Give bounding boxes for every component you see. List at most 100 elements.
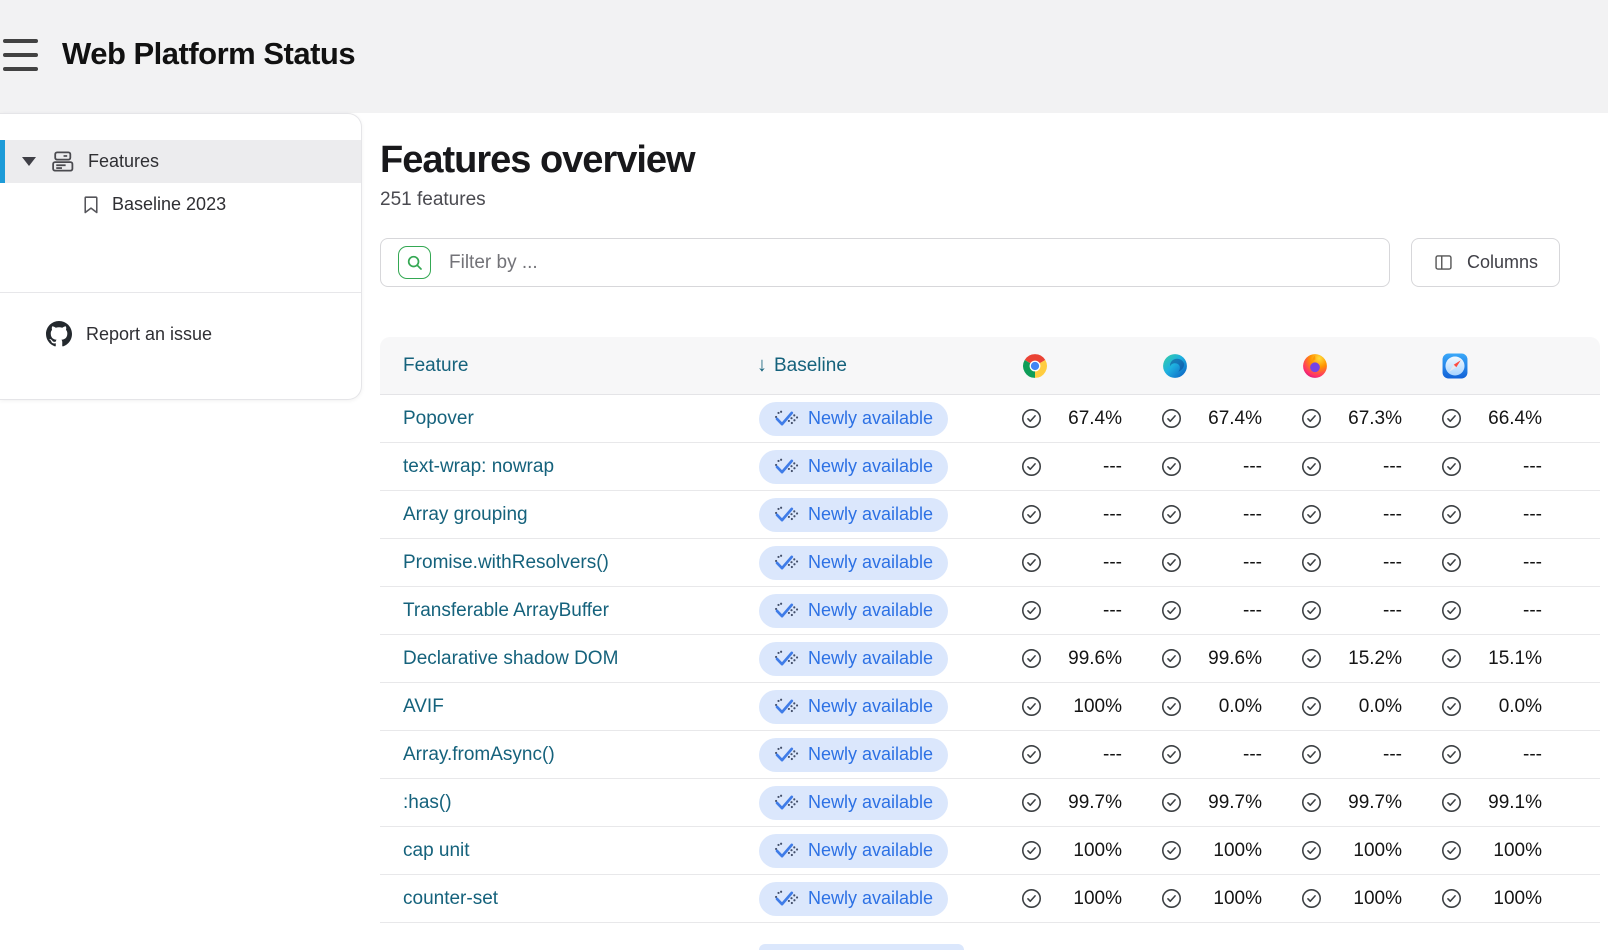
- feature-link[interactable]: text-wrap: nowrap: [403, 455, 555, 477]
- sidebar-item-features[interactable]: Features: [0, 140, 361, 183]
- support-value: ---: [1243, 503, 1262, 525]
- feature-link[interactable]: :has(): [403, 791, 452, 813]
- support-value: ---: [1243, 551, 1262, 573]
- check-circle-icon: [1441, 648, 1462, 669]
- support-value: 15.1%: [1488, 647, 1542, 669]
- table-body: Popover Newly available: [380, 395, 1600, 923]
- support-cell-safari: 99.1%: [1410, 792, 1550, 814]
- baseline-newly-icon: [774, 794, 799, 810]
- check-circle-icon: [1161, 408, 1182, 429]
- baseline-status-badge: Newly available: [759, 593, 949, 628]
- feature-link[interactable]: Promise.withResolvers(): [403, 551, 609, 573]
- safari-icon: [1442, 353, 1468, 378]
- support-cell-chrome: 100%: [990, 888, 1130, 910]
- sidebar-item-baseline-2023[interactable]: Baseline 2023: [0, 183, 361, 226]
- support-cell-chrome: ---: [990, 456, 1130, 478]
- check-circle-icon: [1161, 456, 1182, 477]
- check-circle-icon: [1441, 504, 1462, 525]
- baseline-badge-label: Newly available: [808, 408, 934, 428]
- support-cell-safari: ---: [1410, 456, 1550, 478]
- support-value: ---: [1523, 599, 1542, 621]
- support-cell-chrome: 99.6%: [990, 648, 1130, 670]
- support-value: 100%: [1353, 839, 1402, 861]
- check-circle-icon: [1441, 696, 1462, 717]
- support-value: ---: [1103, 743, 1122, 765]
- features-table: Feature ↓ Baseline: [380, 337, 1600, 950]
- columns-button[interactable]: Columns: [1411, 238, 1560, 287]
- support-value: ---: [1523, 551, 1542, 573]
- feature-link[interactable]: Array grouping: [403, 503, 528, 525]
- support-cell-chrome: 100%: [990, 840, 1130, 862]
- top-bar: Web Platform Status: [0, 0, 1608, 113]
- feature-link[interactable]: Array.fromAsync(): [403, 743, 555, 765]
- feature-link[interactable]: Popover: [403, 407, 474, 429]
- check-circle-icon: [1161, 744, 1182, 765]
- check-circle-icon: [1021, 840, 1042, 861]
- support-value: 67.4%: [1068, 407, 1122, 429]
- support-value: 0.0%: [1358, 695, 1402, 717]
- baseline-status-badge: Newly available: [759, 545, 949, 580]
- feature-link[interactable]: AVIF: [403, 695, 444, 717]
- support-cell-edge: 99.6%: [1130, 648, 1270, 670]
- badge-sliver: [759, 944, 964, 950]
- check-circle-icon: [1441, 840, 1462, 861]
- check-circle-icon: [1161, 648, 1182, 669]
- column-header-safari: [1410, 353, 1550, 379]
- column-header-feature[interactable]: Feature: [403, 354, 469, 376]
- feature-link[interactable]: cap unit: [403, 839, 470, 861]
- check-circle-icon: [1441, 792, 1462, 813]
- baseline-newly-icon: [774, 410, 799, 426]
- support-value: ---: [1523, 503, 1542, 525]
- support-cell-firefox: 0.0%: [1270, 696, 1410, 718]
- baseline-status-badge: Newly available: [759, 449, 949, 484]
- main-content: Features overview 251 features Columns: [380, 113, 1608, 950]
- support-value: ---: [1383, 503, 1402, 525]
- sort-descending-icon: ↓: [757, 354, 767, 376]
- check-circle-icon: [1021, 792, 1042, 813]
- table-row: Popover Newly available: [380, 395, 1600, 443]
- feature-link[interactable]: counter-set: [403, 887, 499, 909]
- report-issue-label: Report an issue: [86, 323, 213, 344]
- feature-link[interactable]: Transferable ArrayBuffer: [403, 599, 609, 621]
- support-value: 99.7%: [1068, 791, 1122, 813]
- check-circle-icon: [1441, 456, 1462, 477]
- baseline-status-badge: Newly available: [759, 737, 949, 772]
- caret-down-icon[interactable]: [22, 157, 36, 166]
- check-circle-icon: [1301, 792, 1322, 813]
- feature-link[interactable]: Declarative shadow DOM: [403, 647, 619, 669]
- check-circle-icon: [1021, 744, 1042, 765]
- baseline-status-badge: Newly available: [759, 497, 949, 532]
- support-cell-edge: 100%: [1130, 888, 1270, 910]
- baseline-newly-icon: [774, 458, 799, 474]
- support-cell-chrome: ---: [990, 552, 1130, 574]
- support-value: 0.0%: [1498, 695, 1542, 717]
- baseline-badge-label: Newly available: [808, 840, 934, 860]
- support-cell-chrome: 100%: [990, 696, 1130, 718]
- baseline-badge-label: Newly available: [808, 648, 934, 668]
- support-value: ---: [1103, 455, 1122, 477]
- baseline-status-badge: Newly available: [759, 881, 949, 916]
- support-cell-safari: 100%: [1410, 840, 1550, 862]
- support-cell-chrome: ---: [990, 744, 1130, 766]
- support-cell-safari: ---: [1410, 552, 1550, 574]
- hamburger-menu-icon[interactable]: [3, 39, 38, 71]
- column-header-edge: [1130, 353, 1270, 379]
- check-circle-icon: [1301, 504, 1322, 525]
- baseline-badge-label: Newly available: [808, 696, 934, 716]
- filter-input[interactable]: [449, 251, 1389, 274]
- support-value: 99.1%: [1488, 791, 1542, 813]
- filter-box[interactable]: [380, 238, 1390, 287]
- baseline-badge-label: Newly available: [808, 552, 934, 572]
- check-circle-icon: [1021, 504, 1042, 525]
- column-header-firefox: [1270, 353, 1410, 379]
- support-cell-edge: ---: [1130, 456, 1270, 478]
- github-icon: [46, 321, 72, 347]
- column-header-baseline[interactable]: ↓ Baseline: [757, 354, 847, 376]
- support-value: 66.4%: [1488, 407, 1542, 429]
- report-issue-link[interactable]: Report an issue: [0, 313, 361, 355]
- check-circle-icon: [1301, 552, 1322, 573]
- sidebar-divider: [0, 292, 361, 293]
- support-cell-edge: 99.7%: [1130, 792, 1270, 814]
- check-circle-icon: [1161, 600, 1182, 621]
- baseline-newly-icon: [774, 746, 799, 762]
